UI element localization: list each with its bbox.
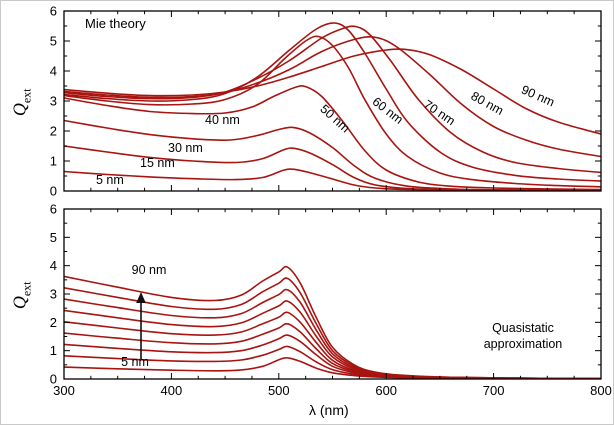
arrow-head bbox=[136, 292, 146, 303]
curve-50-nm bbox=[64, 35, 601, 188]
curve-80-nm bbox=[64, 36, 601, 158]
x-tick-label: 800 bbox=[590, 383, 612, 398]
y-tick-label: 2 bbox=[50, 315, 57, 330]
curve-30-nm bbox=[64, 119, 601, 191]
size-label-30nm: 30 nm bbox=[168, 141, 203, 155]
y-tick-label: 0 bbox=[50, 184, 57, 199]
qext-symbol: Q bbox=[9, 296, 30, 310]
y-tick-label: 4 bbox=[50, 64, 57, 79]
arrow-label-5nm: 5 nm bbox=[121, 355, 149, 369]
y-tick-label: 5 bbox=[50, 34, 57, 49]
annotation-line1: Quasistatic bbox=[492, 321, 554, 335]
curve-15-nm bbox=[64, 145, 601, 191]
y-tick-label: 3 bbox=[50, 287, 57, 302]
y-axis-label-bottom: Qext bbox=[10, 265, 35, 325]
x-tick-label: 500 bbox=[268, 383, 290, 398]
axis-frame bbox=[63, 208, 602, 380]
curve-60-nm bbox=[64, 22, 601, 182]
panel-title-mie: Mie theory bbox=[85, 16, 146, 31]
y-tick-label: 0 bbox=[50, 372, 57, 387]
y-tick-label: 6 bbox=[50, 202, 57, 217]
y-tick-label: 1 bbox=[50, 343, 57, 358]
size-label-40nm: 40 nm bbox=[205, 113, 240, 127]
y-tick-label: 5 bbox=[50, 230, 57, 245]
curve-90-nm bbox=[64, 48, 601, 135]
size-label-5nm: 5 nm bbox=[96, 173, 124, 187]
arrow-label-90nm: 90 nm bbox=[131, 263, 167, 277]
curve-90-nm bbox=[64, 265, 601, 379]
y-tick-label: 3 bbox=[50, 94, 57, 109]
x-axis-label: λ (nm) bbox=[309, 402, 349, 418]
curve-40-nm bbox=[64, 84, 601, 191]
x-tick-label: 400 bbox=[161, 383, 183, 398]
y-tick-label: 1 bbox=[50, 154, 57, 169]
size-increase-arrow bbox=[136, 292, 146, 359]
quasistatic-panel: 0 1 2 3 4 5 6 300 400 500 600 700 800 bbox=[50, 202, 612, 399]
annotation-line2: approximation bbox=[483, 337, 563, 352]
qext-symbol: Q bbox=[9, 103, 30, 117]
y-tick-label: 4 bbox=[50, 258, 57, 273]
mie-theory-panel: 0 1 2 3 4 5 6 bbox=[50, 4, 602, 199]
curve-70-nm bbox=[64, 25, 601, 174]
qext-subscript: ext bbox=[19, 88, 34, 104]
y-tick-label: 6 bbox=[50, 4, 57, 19]
curve-5-nm bbox=[64, 168, 601, 191]
y-axis-label-top: Qext bbox=[10, 72, 35, 132]
quasistatic-annotation: Quasistatic approximation bbox=[441, 320, 605, 353]
x-tick-label: 600 bbox=[375, 383, 397, 398]
y-tick-label: 2 bbox=[50, 124, 57, 139]
qext-subscript: ext bbox=[19, 281, 34, 297]
size-label-15nm: 15 nm bbox=[140, 156, 175, 170]
axis-frame bbox=[63, 10, 602, 192]
x-tick-label: 300 bbox=[53, 383, 75, 398]
x-tick-label: 700 bbox=[483, 383, 505, 398]
